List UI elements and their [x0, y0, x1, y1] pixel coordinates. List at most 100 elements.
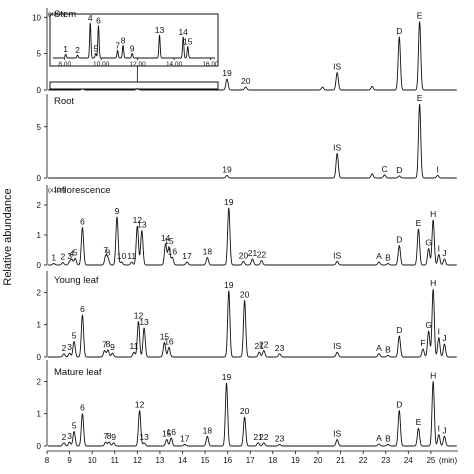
peak-label: I [436, 164, 438, 174]
y-tick-label: 5 [37, 123, 42, 132]
peak-label: 15 [162, 429, 172, 439]
panel-title: Mature leaf [54, 367, 102, 378]
x-tick-label: 11 [111, 456, 120, 465]
y-tick-label: 1 [37, 321, 42, 330]
panel-root: 0 5 Root 19 IS C D E I [37, 93, 457, 183]
peak-label: 7 [102, 340, 107, 350]
y-tick-label: 2 [37, 377, 42, 386]
peak-label: 3 [67, 431, 72, 441]
inset-peak-label: 6 [96, 16, 101, 26]
peak-label: B [385, 253, 391, 263]
peak-label: D [396, 399, 402, 409]
peak-label: 14 [161, 233, 171, 243]
y-tick-label: 2 [37, 201, 42, 210]
x-tick-label: 18 [268, 456, 277, 465]
peak-label: I [438, 424, 440, 434]
peak-label: 1 [51, 253, 56, 263]
peak-label: IS [333, 341, 341, 351]
y-axis-label: Relative abundance [2, 188, 14, 285]
y-tick-label: 0 [37, 174, 42, 183]
peak-label: 22 [257, 250, 267, 260]
peak-label: 22 [259, 340, 269, 350]
peak-label: J [442, 248, 446, 258]
peak-label: 16 [164, 336, 174, 346]
peak-label: 9 [111, 432, 116, 442]
peak-label: 15 [160, 331, 170, 341]
peak-label: IS [333, 429, 341, 439]
x-tick-label: 9 [67, 456, 72, 465]
peak-label: 19 [224, 197, 234, 207]
peak-label: IS [333, 250, 341, 260]
x-tick-label: 20 [314, 456, 323, 465]
peak-label: G [425, 238, 432, 248]
x-tick-label: 23 [381, 456, 390, 465]
peak-label: 6 [80, 304, 85, 314]
peak-label: 6 [80, 403, 85, 413]
peak-label: E [417, 93, 423, 103]
peak-label: 13 [137, 220, 147, 230]
peak-label: 20 [241, 76, 251, 86]
x-tick-label: 24 [404, 456, 413, 465]
peak-label: 18 [203, 425, 213, 435]
x-tick-label: 15 [201, 456, 210, 465]
inset-x-tick-label: 8.00 [58, 61, 71, 68]
peak-label: 11 [127, 251, 136, 261]
peak-label: A [376, 343, 382, 353]
peak-label: 8 [106, 339, 111, 349]
peak-label: B [385, 344, 391, 354]
peak-label: 13 [139, 432, 149, 442]
peak-label: F [420, 338, 425, 348]
chromatogram-trace [47, 288, 457, 358]
x-tick-label: 12 [133, 456, 142, 465]
y-tick-label: 1 [37, 231, 42, 240]
peak-label: 2 [60, 252, 65, 262]
peak-label: 15 [164, 236, 174, 246]
peak-label: 17 [182, 251, 192, 261]
inset-peak-label: 8 [121, 35, 126, 45]
peak-label: 23 [275, 433, 285, 443]
inset-frame [49, 13, 219, 67]
peak-label: 9 [110, 342, 115, 352]
peak-label: I [438, 244, 440, 254]
inset-peak-label: 15 [183, 37, 193, 47]
peak-label: 3 [67, 342, 72, 352]
inset-peak-label: 14 [178, 27, 188, 37]
peak-label: B [385, 433, 391, 443]
peak-label: IS [333, 62, 341, 72]
peak-label: A [376, 251, 382, 261]
peak-label: 5 [73, 247, 78, 257]
peak-label: A [376, 433, 382, 443]
y-tick-label: 1 [37, 410, 42, 419]
peak-label: 19 [222, 372, 232, 382]
x-tick-label: 19 [291, 456, 300, 465]
inset-peak-label: 5 [93, 43, 98, 53]
peak-label: 10 [117, 251, 127, 261]
y-tick-label: 5 [37, 50, 42, 59]
peak-label: 7 [103, 245, 108, 255]
inset-peak-label: 4 [88, 13, 93, 23]
panel-title: Root [54, 96, 74, 107]
peak-label: 21 [253, 432, 263, 442]
peak-label: H [430, 278, 436, 288]
peak-label: 12 [135, 399, 145, 409]
inset-peak-label: 9 [130, 43, 135, 53]
y-tick-label: 10 [32, 13, 41, 22]
panel-title: Inflorescence [54, 185, 111, 196]
peak-label: 5 [72, 330, 77, 340]
inset-trace [52, 22, 216, 59]
peak-label: 20 [239, 250, 249, 260]
y-tick-label: 0 [37, 86, 42, 95]
peak-label: 18 [203, 247, 213, 257]
peak-label: D [396, 26, 402, 36]
peak-label: 9 [115, 206, 120, 216]
x-tick-label: 14 [178, 456, 187, 465]
peak-label: J [442, 425, 446, 435]
y-tick-label: 0 [37, 442, 42, 451]
y-tick-label: 0 [37, 261, 42, 270]
inset-x-tick-label: 16.00 [202, 61, 219, 68]
x-tick-label: 13 [155, 456, 164, 465]
peak-label: 12 [134, 310, 144, 320]
